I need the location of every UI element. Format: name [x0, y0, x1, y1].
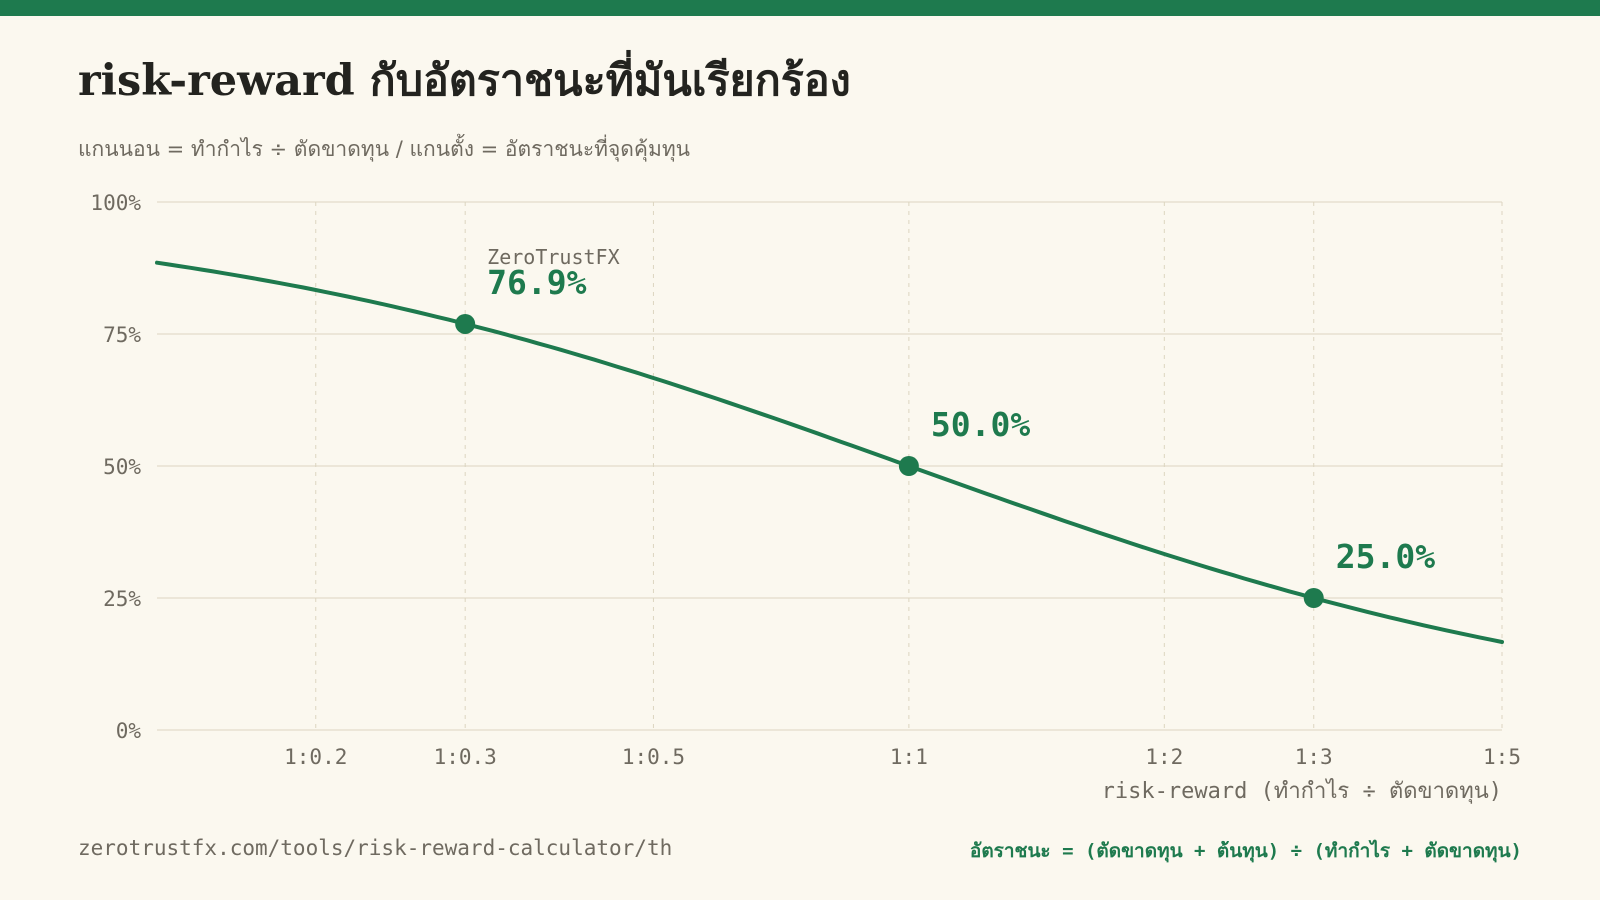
- x-tick-label: 1:0.2: [284, 745, 347, 769]
- x-tick-label: 1:1: [890, 745, 928, 769]
- point-sublabel: ZeroTrustFX: [487, 245, 619, 269]
- page-title: risk-reward กับอัตราชนะที่มันเรียกร้อง: [78, 56, 851, 106]
- grid-layer: [157, 201, 1503, 731]
- axis-layer: 0% 25% 50% 75% 100% 1:0.2 1:0.3 1:0.5 1:1 1:2 1:3 1…: [90, 191, 1521, 804]
- series-line: [155, 260, 1504, 644]
- series-layer: [155, 260, 1504, 644]
- highlight-point: [898, 456, 919, 476]
- highlight-point: [455, 313, 476, 334]
- x-axis-title: risk-reward (ทำกำไร ÷ ตัดขาดทุน): [1102, 778, 1502, 804]
- x-tick-label: 1:2: [1145, 745, 1183, 769]
- y-tick-label: 0%: [116, 719, 142, 743]
- y-tick-label: 75%: [103, 323, 141, 347]
- x-tick-label: 1:5: [1483, 745, 1521, 769]
- x-tick-label: 1:0.3: [434, 745, 497, 769]
- y-tick-label: 50%: [103, 455, 141, 479]
- x-tick-label: 1:3: [1295, 745, 1333, 769]
- top-accent-bar: [0, 0, 1600, 16]
- footer-url: zerotrustfx.com/tools/risk-reward-calcul…: [78, 836, 673, 860]
- footer-formula: อัตราชนะ = (ตัดขาดทุน + ต้นทุน) ÷ (ทำกำไ…: [969, 840, 1522, 862]
- point-value-label: 50.0%: [931, 405, 1030, 444]
- point-value-label: 76.9%: [487, 263, 586, 302]
- y-tick-label: 100%: [90, 191, 141, 215]
- page-subtitle: แกนนอน = ทำกำไร ÷ ตัดขาดทุน / แกนตั้ง = …: [78, 137, 691, 161]
- point-value-label: 25.0%: [1336, 537, 1435, 576]
- highlight-point: [1303, 588, 1324, 608]
- x-tick-label: 1:0.5: [622, 745, 685, 769]
- y-tick-label: 25%: [103, 587, 141, 611]
